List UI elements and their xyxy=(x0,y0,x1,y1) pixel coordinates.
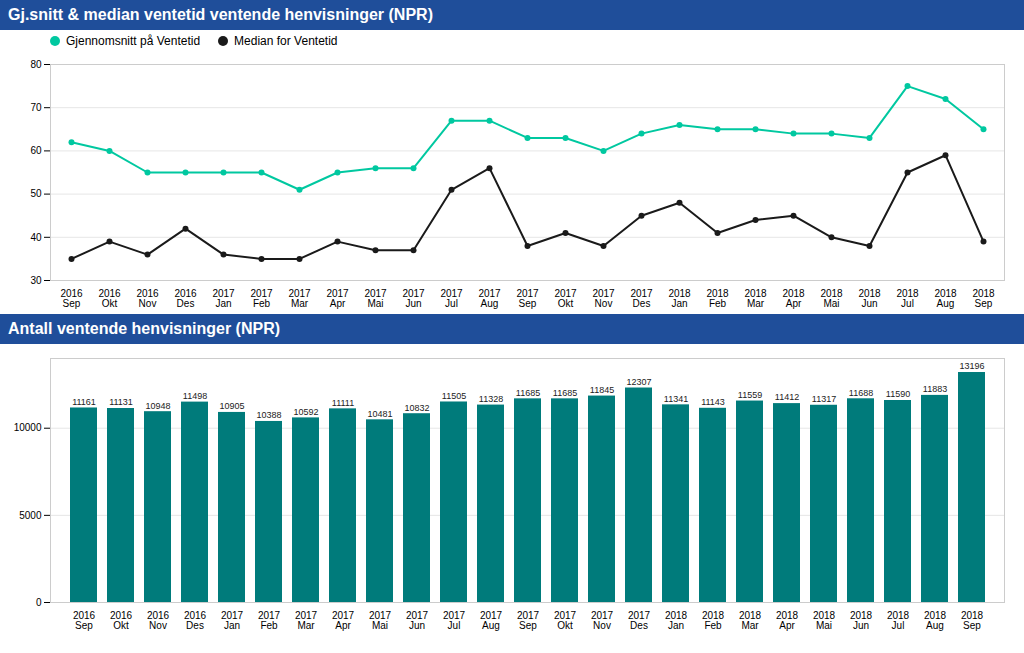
svg-text:2017Sep: 2017Sep xyxy=(516,288,539,309)
svg-text:10905: 10905 xyxy=(219,401,244,411)
svg-text:11688: 11688 xyxy=(849,388,873,398)
svg-text:11498: 11498 xyxy=(183,391,207,401)
svg-text:2018Feb: 2018Feb xyxy=(702,610,725,631)
svg-text:2017Sep: 2017Sep xyxy=(517,610,540,631)
svg-text:2016Okt: 2016Okt xyxy=(110,610,133,631)
svg-text:2018Mai: 2018Mai xyxy=(813,610,836,631)
svg-text:2018Mar: 2018Mar xyxy=(744,288,767,309)
svg-text:12307: 12307 xyxy=(626,377,651,387)
svg-text:2018Jul: 2018Jul xyxy=(887,610,910,631)
svg-text:0: 0 xyxy=(36,597,42,608)
svg-text:2018Jun: 2018Jun xyxy=(850,610,873,631)
svg-text:5000: 5000 xyxy=(19,510,42,521)
svg-text:2017Jun: 2017Jun xyxy=(402,288,425,309)
svg-text:2016Des: 2016Des xyxy=(184,610,207,631)
svg-text:2017Des: 2017Des xyxy=(628,610,651,631)
svg-text:11131: 11131 xyxy=(109,397,133,407)
svg-text:2017Mar: 2017Mar xyxy=(288,288,311,309)
svg-text:11590: 11590 xyxy=(886,389,910,399)
svg-text:2017Feb: 2017Feb xyxy=(258,610,281,631)
svg-text:2017Jul: 2017Jul xyxy=(440,288,463,309)
svg-text:10592: 10592 xyxy=(293,407,318,417)
svg-text:11161: 11161 xyxy=(72,397,96,407)
svg-text:60: 60 xyxy=(30,145,42,156)
svg-text:2017Nov: 2017Nov xyxy=(592,288,615,309)
svg-text:2017Jan: 2017Jan xyxy=(221,610,244,631)
svg-text:2017Mai: 2017Mai xyxy=(364,288,387,309)
svg-text:2018Feb: 2018Feb xyxy=(706,288,729,309)
svg-text:2016Sep: 2016Sep xyxy=(73,610,96,631)
svg-text:2017Apr: 2017Apr xyxy=(332,610,355,631)
svg-text:2018Apr: 2018Apr xyxy=(782,288,805,309)
svg-text:2016Des: 2016Des xyxy=(174,288,197,309)
svg-text:2018Mar: 2018Mar xyxy=(739,610,762,631)
svg-text:2017Okt: 2017Okt xyxy=(554,610,577,631)
svg-text:80: 80 xyxy=(30,59,42,70)
svg-text:2016Okt: 2016Okt xyxy=(98,288,121,309)
svg-text:2017Des: 2017Des xyxy=(630,288,653,309)
svg-text:10948: 10948 xyxy=(145,401,170,411)
svg-text:2017Okt: 2017Okt xyxy=(554,288,577,309)
html-text:Gjennomsnitt på Ventetid: Gjennomsnitt på Ventetid xyxy=(66,34,201,48)
svg-text:2018Mai: 2018Mai xyxy=(820,288,843,309)
svg-text:2018Aug: 2018Aug xyxy=(924,610,947,631)
svg-text:2018Jul: 2018Jul xyxy=(896,288,919,309)
svg-text:2017Jun: 2017Jun xyxy=(406,610,429,631)
svg-text:2018Jan: 2018Jan xyxy=(668,288,691,309)
html-text:Median for Ventetid: Median for Ventetid xyxy=(234,34,338,48)
svg-text:11328: 11328 xyxy=(479,394,503,404)
svg-text:2017Jul: 2017Jul xyxy=(443,610,466,631)
svg-text:2018Jan: 2018Jan xyxy=(665,610,688,631)
svg-text:2017Mai: 2017Mai xyxy=(369,610,392,631)
svg-text:11845: 11845 xyxy=(590,385,614,395)
svg-text:2018Apr: 2018Apr xyxy=(776,610,799,631)
svg-text:40: 40 xyxy=(30,232,42,243)
svg-text:2017Jan: 2017Jan xyxy=(212,288,235,309)
svg-text:11559: 11559 xyxy=(738,390,762,400)
svg-text:11412: 11412 xyxy=(775,392,799,402)
svg-text:10000: 10000 xyxy=(14,422,42,433)
svg-text:2018Aug: 2018Aug xyxy=(934,288,957,309)
svg-text:13196: 13196 xyxy=(959,361,984,371)
svg-text:11341: 11341 xyxy=(664,394,688,404)
svg-text:50: 50 xyxy=(30,188,42,199)
html-text:Gj.snitt & median ventetid ven: Gj.snitt & median ventetid ventende henv… xyxy=(8,6,433,23)
svg-text:11505: 11505 xyxy=(442,391,466,401)
svg-text:2018Sep: 2018Sep xyxy=(972,288,995,309)
svg-text:11143: 11143 xyxy=(701,397,725,407)
svg-text:2017Apr: 2017Apr xyxy=(326,288,349,309)
svg-text:2016Nov: 2016Nov xyxy=(136,288,159,309)
svg-text:11317: 11317 xyxy=(812,394,836,404)
svg-text:70: 70 xyxy=(30,102,42,113)
svg-text:10832: 10832 xyxy=(404,403,429,413)
svg-text:11685: 11685 xyxy=(516,388,540,398)
svg-text:11685: 11685 xyxy=(553,388,577,398)
svg-text:2017Nov: 2017Nov xyxy=(591,610,614,631)
svg-text:2016Sep: 2016Sep xyxy=(60,288,83,309)
svg-text:10388: 10388 xyxy=(256,410,281,420)
svg-text:11883: 11883 xyxy=(923,384,947,394)
svg-text:2017Aug: 2017Aug xyxy=(478,288,501,309)
svg-text:2016Nov: 2016Nov xyxy=(147,610,170,631)
svg-text:2017Mar: 2017Mar xyxy=(295,610,318,631)
html-text:Antall ventende henvisninger (: Antall ventende henvisninger (NPR) xyxy=(8,320,280,337)
svg-text:2018Sep: 2018Sep xyxy=(961,610,984,631)
svg-text:2017Feb: 2017Feb xyxy=(250,288,273,309)
svg-text:10481: 10481 xyxy=(367,409,392,419)
svg-text:30: 30 xyxy=(30,275,42,286)
svg-text:11111: 11111 xyxy=(332,398,354,408)
svg-text:2017Aug: 2017Aug xyxy=(480,610,503,631)
svg-text:2018Jun: 2018Jun xyxy=(858,288,881,309)
